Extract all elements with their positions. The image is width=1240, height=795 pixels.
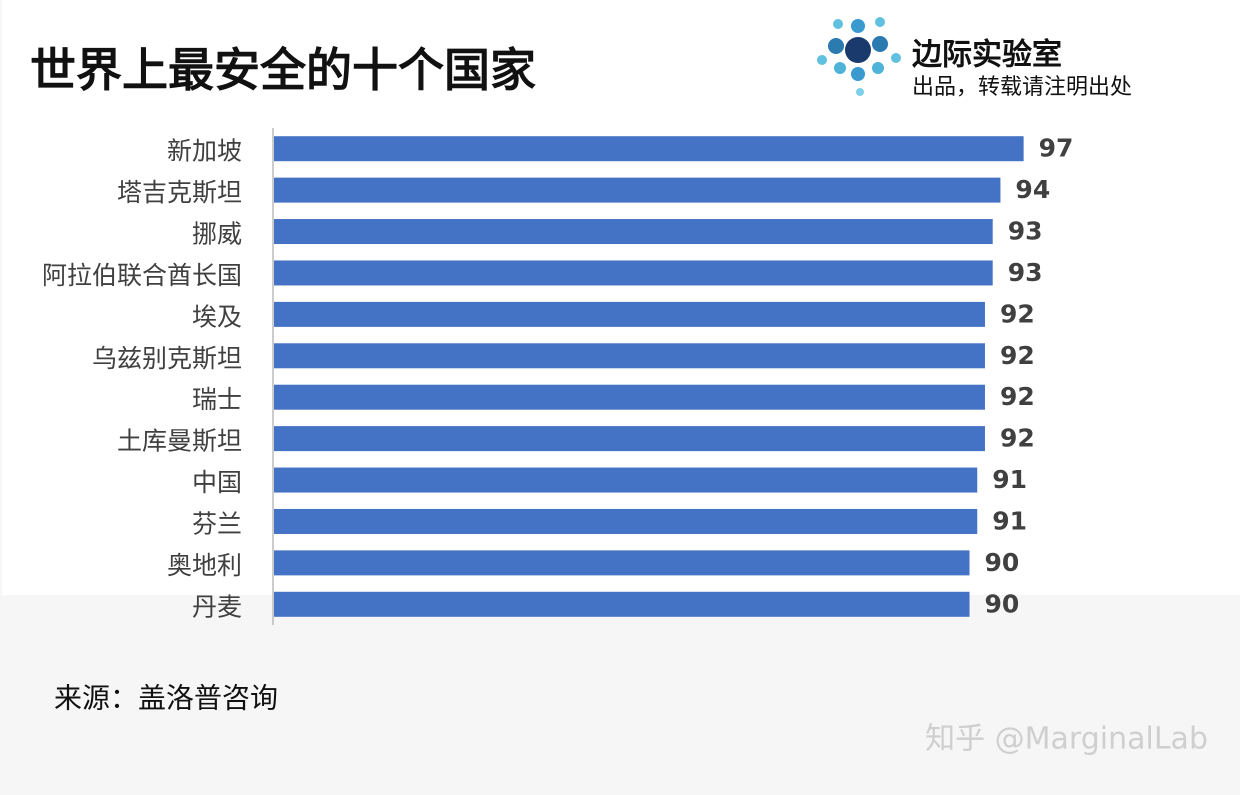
- value-label: 93: [1008, 258, 1043, 287]
- value-label: 90: [985, 548, 1020, 577]
- value-label: 92: [1000, 341, 1035, 370]
- value-label: 92: [1000, 299, 1035, 328]
- bar: [274, 177, 1001, 203]
- value-label: 90: [985, 589, 1020, 618]
- bar: [274, 384, 985, 410]
- value-label: 92: [1000, 424, 1035, 453]
- bar: [274, 136, 1024, 162]
- bar: [274, 260, 993, 286]
- chart-title: 世界上最安全的十个国家: [30, 43, 536, 97]
- logo: [817, 17, 901, 96]
- y-tick-label: 瑞士: [192, 385, 242, 414]
- y-tick-label: 奥地利: [167, 551, 242, 580]
- bar: [274, 591, 970, 617]
- bar: [274, 467, 978, 493]
- value-label: 94: [1015, 175, 1050, 204]
- value-label: 97: [1039, 134, 1074, 163]
- value-label: 91: [992, 506, 1027, 535]
- watermark: 知乎 @MarginalLab: [925, 722, 1208, 757]
- bar: [274, 550, 970, 576]
- y-tick-label: 新加坡: [167, 137, 242, 166]
- bar: [274, 508, 978, 534]
- y-tick-label: 芬兰: [192, 509, 242, 538]
- y-tick-label: 塔吉克斯坦: [117, 178, 242, 207]
- value-label: 91: [992, 465, 1027, 494]
- y-tick-label: 埃及: [192, 302, 242, 331]
- y-tick-label: 丹麦: [192, 592, 242, 621]
- value-label: 93: [1008, 217, 1043, 246]
- y-tick-label: 挪威: [192, 220, 242, 249]
- source: 来源：盖洛普咨询: [54, 682, 278, 715]
- y-tick-label: 阿拉伯联合酋长国: [42, 261, 242, 290]
- bar: [274, 301, 985, 327]
- brand-note: 出品，转载请注明出处: [912, 75, 1132, 100]
- bar: [274, 343, 985, 369]
- bar: [274, 219, 993, 245]
- bar: [274, 426, 985, 452]
- y-tick-label: 乌兹别克斯坦: [92, 344, 242, 373]
- y-tick-label: 土库曼斯坦: [117, 427, 242, 456]
- plot-background: [2, 0, 1240, 595]
- brand: 边际实验室: [912, 38, 1062, 73]
- value-label: 92: [1000, 382, 1035, 411]
- y-tick-label: 中国: [192, 468, 242, 497]
